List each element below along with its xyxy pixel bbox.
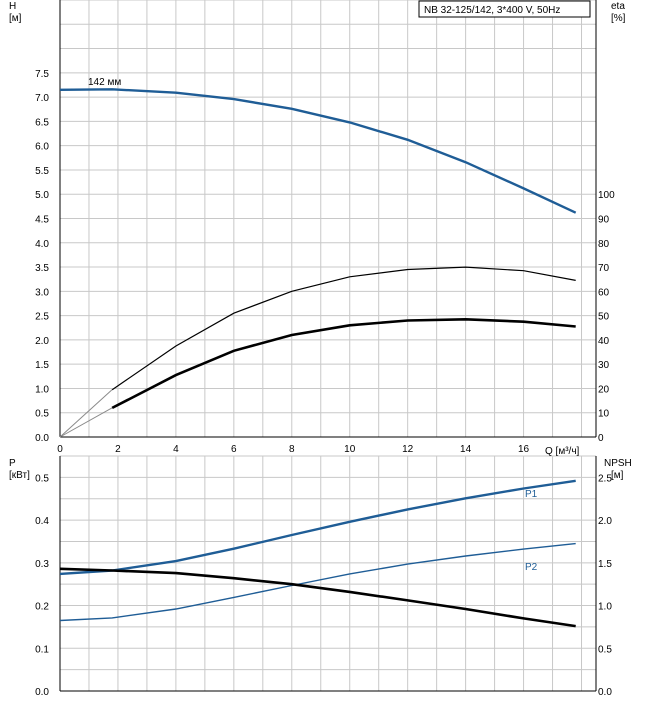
h-axis-unit: [м] (9, 13, 22, 24)
curve-eta-extrapolation (59, 407, 113, 438)
h-tick-label: 6.5 (35, 117, 49, 128)
npsh-tick-label: 0.0 (598, 687, 612, 698)
p-tick-label: 0.2 (35, 602, 49, 613)
eta-tick-label: 30 (598, 360, 610, 371)
curve-label-p2: P2 (525, 562, 538, 573)
h-tick-label: 2.0 (35, 336, 49, 347)
curve-p2 (59, 542, 576, 622)
x-tick-label: 14 (460, 444, 472, 455)
eta-axis-label: eta (611, 1, 625, 12)
curve-label-p1: P1 (525, 489, 538, 500)
p-tick-label: 0.5 (35, 473, 49, 484)
bottom-grid (59, 455, 596, 692)
top-grid (59, 0, 596, 438)
h-tick-label: 0.0 (35, 433, 49, 444)
h-tick-label: 5.5 (35, 166, 49, 177)
npsh-tick-label: 2.5 (598, 473, 612, 484)
tick-labels: 0 2 4 6 8 10 12 14 16 0.0 0.5 1.0 1.5 2.0 2.5 3.0 3.5 4.0… (35, 69, 615, 698)
curve-eta-1 (111, 266, 576, 391)
p-tick-label: 0.1 (35, 644, 49, 655)
h-tick-label: 2.5 (35, 312, 49, 323)
h-tick-label: 7.0 (35, 93, 49, 104)
h-tick-label: 1.0 (35, 384, 49, 395)
p-axis-label: P (9, 458, 16, 469)
h-tick-label: 4.0 (35, 239, 49, 250)
curve-eta-extrapolation (59, 389, 113, 438)
npsh-axis-unit: [м] (611, 470, 624, 481)
h-tick-label: 4.5 (35, 215, 49, 226)
eta-tick-label: 40 (598, 336, 610, 347)
npsh-tick-label: 1.5 (598, 559, 612, 570)
curve-h-142mm (59, 88, 577, 214)
x-tick-label: 0 (57, 444, 63, 455)
pump-label-box (418, 0, 591, 18)
x-tick-label: 2 (115, 444, 121, 455)
h-axis-label: H (9, 1, 16, 12)
eta-tick-label: 60 (598, 287, 610, 298)
x-axis-label: Q [м³/ч] (545, 446, 580, 457)
eta-tick-label: 100 (598, 190, 615, 201)
eta-tick-label: 80 (598, 239, 610, 250)
h-tick-label: 5.0 (35, 190, 49, 201)
eta-axis-unit: [%] (611, 13, 626, 24)
x-tick-label: 4 (173, 444, 179, 455)
x-tick-label: 16 (518, 444, 530, 455)
h-tick-label: 1.5 (35, 360, 49, 371)
npsh-tick-label: 1.0 (598, 602, 612, 613)
eta-tick-label: 70 (598, 263, 610, 274)
curve-eta-2 (111, 317, 576, 410)
h-tick-label: 3.5 (35, 263, 49, 274)
curve-p1 (59, 479, 576, 576)
p-tick-label: 0.4 (35, 516, 49, 527)
h-tick-label: 0.5 (35, 409, 49, 420)
h-tick-label: 3.0 (35, 287, 49, 298)
eta-tick-label: 50 (598, 312, 610, 323)
x-tick-label: 10 (344, 444, 356, 455)
curve-npsh (59, 567, 576, 628)
p-tick-label: 0.3 (35, 559, 49, 570)
x-tick-label: 6 (231, 444, 237, 455)
p-tick-label: 0.0 (35, 687, 49, 698)
curve-label-142mm: 142 мм (88, 77, 121, 88)
x-tick-label: 12 (402, 444, 414, 455)
x-tick-label: 8 (289, 444, 295, 455)
series-lines (59, 88, 577, 628)
eta-tick-label: 10 (598, 409, 610, 420)
eta-tick-label: 90 (598, 215, 610, 226)
h-tick-label: 7.5 (35, 69, 49, 80)
npsh-tick-label: 2.0 (598, 516, 612, 527)
plot-frames (59, 0, 597, 692)
eta-tick-label: 20 (598, 384, 610, 395)
npsh-axis-label: NPSH (604, 458, 632, 469)
p-axis-unit: [кВт] (9, 470, 30, 481)
eta-tick-label: 0 (598, 433, 604, 444)
pump-label: NB 32-125/142, 3*400 V, 50Hz (424, 5, 560, 16)
npsh-tick-label: 0.5 (598, 644, 612, 655)
h-tick-label: 6.0 (35, 142, 49, 153)
